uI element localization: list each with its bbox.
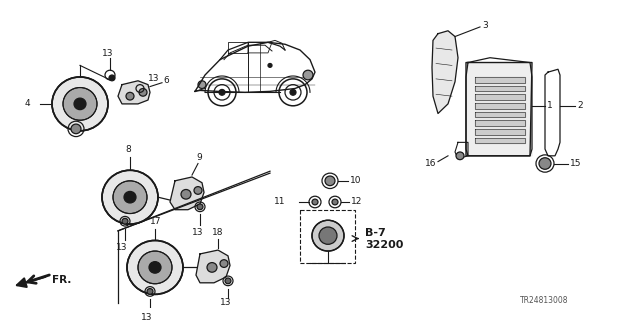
Circle shape (319, 227, 337, 244)
Text: 13: 13 (148, 74, 159, 84)
Circle shape (198, 81, 206, 89)
Circle shape (71, 124, 81, 134)
Circle shape (312, 220, 344, 251)
Text: 2: 2 (577, 101, 582, 110)
Circle shape (456, 152, 464, 160)
Circle shape (225, 278, 231, 284)
Text: FR.: FR. (52, 275, 72, 285)
Circle shape (122, 218, 128, 224)
Circle shape (325, 176, 335, 186)
Polygon shape (170, 177, 204, 210)
Text: 8: 8 (125, 145, 131, 154)
Polygon shape (432, 31, 458, 114)
Circle shape (102, 170, 158, 224)
Polygon shape (475, 112, 525, 117)
Text: 32200: 32200 (365, 240, 403, 250)
Polygon shape (475, 94, 525, 100)
Polygon shape (466, 62, 532, 156)
Circle shape (181, 189, 191, 199)
Circle shape (220, 260, 228, 268)
Circle shape (149, 262, 161, 273)
Text: 11: 11 (273, 197, 285, 206)
Text: 13: 13 (102, 49, 113, 58)
Text: TR24813008: TR24813008 (520, 296, 568, 305)
Text: 12: 12 (351, 197, 362, 206)
Circle shape (219, 90, 225, 95)
Text: 13: 13 (192, 228, 204, 237)
Circle shape (124, 191, 136, 203)
Text: 4: 4 (25, 100, 31, 108)
Text: 10: 10 (350, 176, 362, 185)
Circle shape (539, 158, 551, 169)
Circle shape (127, 240, 183, 294)
Text: 13: 13 (141, 313, 152, 320)
Text: 15: 15 (570, 159, 582, 168)
Polygon shape (475, 129, 525, 135)
Circle shape (109, 75, 115, 81)
Circle shape (194, 187, 202, 194)
Text: 13: 13 (116, 243, 127, 252)
Circle shape (113, 181, 147, 213)
Circle shape (138, 251, 172, 284)
Circle shape (74, 98, 86, 110)
Circle shape (147, 289, 153, 294)
Text: 6: 6 (163, 76, 169, 85)
Text: 3: 3 (482, 21, 488, 30)
Circle shape (268, 63, 272, 67)
Text: 13: 13 (220, 299, 232, 308)
Text: 9: 9 (196, 153, 202, 162)
Text: 18: 18 (212, 228, 223, 237)
Circle shape (126, 92, 134, 100)
Polygon shape (475, 86, 525, 92)
Circle shape (312, 199, 318, 205)
Polygon shape (196, 250, 230, 283)
Text: 17: 17 (150, 217, 161, 226)
Polygon shape (475, 77, 525, 83)
Circle shape (139, 89, 147, 96)
Polygon shape (475, 103, 525, 109)
Polygon shape (475, 120, 525, 126)
Bar (300, 210, 355, 263)
Circle shape (290, 90, 296, 95)
Circle shape (303, 70, 313, 80)
Text: 16: 16 (425, 159, 436, 168)
Circle shape (197, 204, 203, 210)
Circle shape (63, 88, 97, 120)
Circle shape (52, 77, 108, 131)
Text: B-7: B-7 (365, 228, 386, 238)
Text: 1: 1 (547, 101, 553, 110)
Circle shape (332, 199, 338, 205)
Polygon shape (475, 138, 525, 143)
Polygon shape (118, 81, 150, 104)
Circle shape (207, 263, 217, 272)
